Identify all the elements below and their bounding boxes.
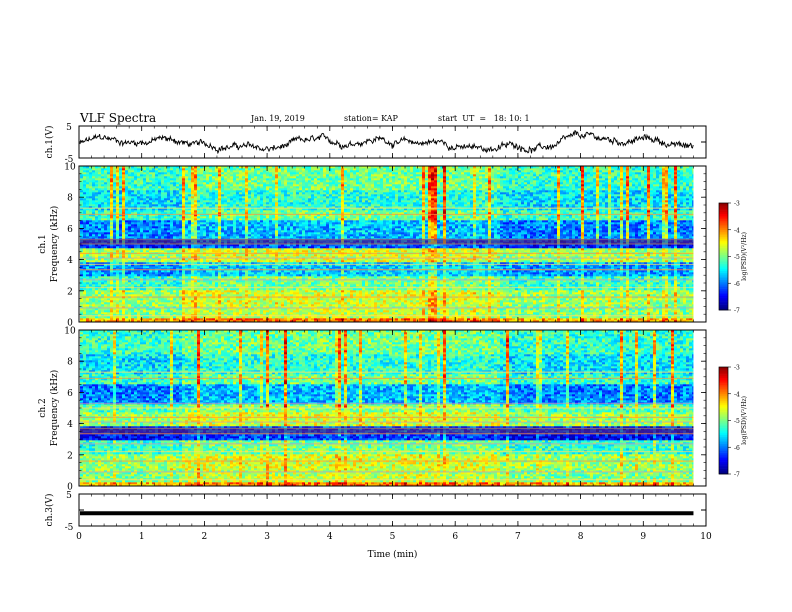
colorbar-tick-label: -5 xyxy=(734,418,740,425)
colorbar-tick-label: -6 xyxy=(734,445,740,452)
x-tick-label: 8 xyxy=(578,532,584,542)
frequency-axis-label: Frequency (kHz) xyxy=(49,206,60,283)
y-tick-label: 5 xyxy=(66,491,72,501)
colorbar-label: log(PSD)(V²/Hz) xyxy=(741,232,748,281)
x-tick-label: 4 xyxy=(327,532,333,542)
ch2-spectrogram xyxy=(80,330,706,486)
ch1-waveform-line xyxy=(80,131,693,154)
frequency-axis-label: Frequency (kHz) xyxy=(49,370,60,447)
y-tick-label: 2 xyxy=(67,287,73,297)
colorbar-tick-label: -4 xyxy=(734,391,740,398)
y-tick-label: 10 xyxy=(64,327,76,337)
y-tick-label: 5 xyxy=(66,123,72,133)
dark-band xyxy=(80,239,693,245)
y-tick-label: 4 xyxy=(67,256,73,266)
y-tick-label: 6 xyxy=(67,225,73,235)
ch3-ylabel: ch.3(V) xyxy=(44,494,55,527)
ch1-ylabel: ch.1 xyxy=(38,234,48,253)
colorbar-tick-label: -7 xyxy=(734,308,740,315)
y-tick-label: 8 xyxy=(67,358,73,368)
colorbar-tick-label: -5 xyxy=(734,254,740,261)
x-tick-label: 2 xyxy=(202,532,208,542)
dark-band xyxy=(80,428,693,434)
x-tick-label: 0 xyxy=(76,532,82,542)
colorbar-tick-label: -3 xyxy=(734,365,740,372)
x-tick-label: 9 xyxy=(640,532,646,542)
y-tick-label: 6 xyxy=(67,389,73,399)
colorbar-tick-label: -6 xyxy=(734,281,740,288)
y-tick-label: 8 xyxy=(67,194,73,204)
x-tick-label: 1 xyxy=(139,532,145,542)
colorbar-tick-label: -4 xyxy=(734,227,740,234)
x-tick-label: 3 xyxy=(264,532,270,542)
y-tick-label: -5 xyxy=(65,523,74,533)
colorbar-tick-label: -7 xyxy=(734,472,740,479)
vlf-spectra-figure: 5-5ch.1(V)0246810ch.1 Frequency (kHz)-7-6… xyxy=(0,0,792,612)
x-tick-label: 5 xyxy=(390,532,396,542)
colorbar-label: log(PSD)(V²/Hz) xyxy=(741,396,748,445)
x-tick-label: 7 xyxy=(515,532,521,542)
ch1-ylabel: ch.1(V) xyxy=(44,126,55,159)
y-tick-label: 2 xyxy=(67,451,73,461)
ch1-spectrogram xyxy=(80,166,706,322)
y-tick-label: 4 xyxy=(67,420,73,430)
x-axis-label: Time (min) xyxy=(368,549,418,560)
colorbar-tick-label: -3 xyxy=(734,201,740,208)
x-tick-label: 10 xyxy=(700,532,712,542)
y-tick-label: 10 xyxy=(64,163,76,173)
ch2-ylabel: ch.2 xyxy=(38,398,48,417)
x-tick-label: 6 xyxy=(452,532,458,542)
